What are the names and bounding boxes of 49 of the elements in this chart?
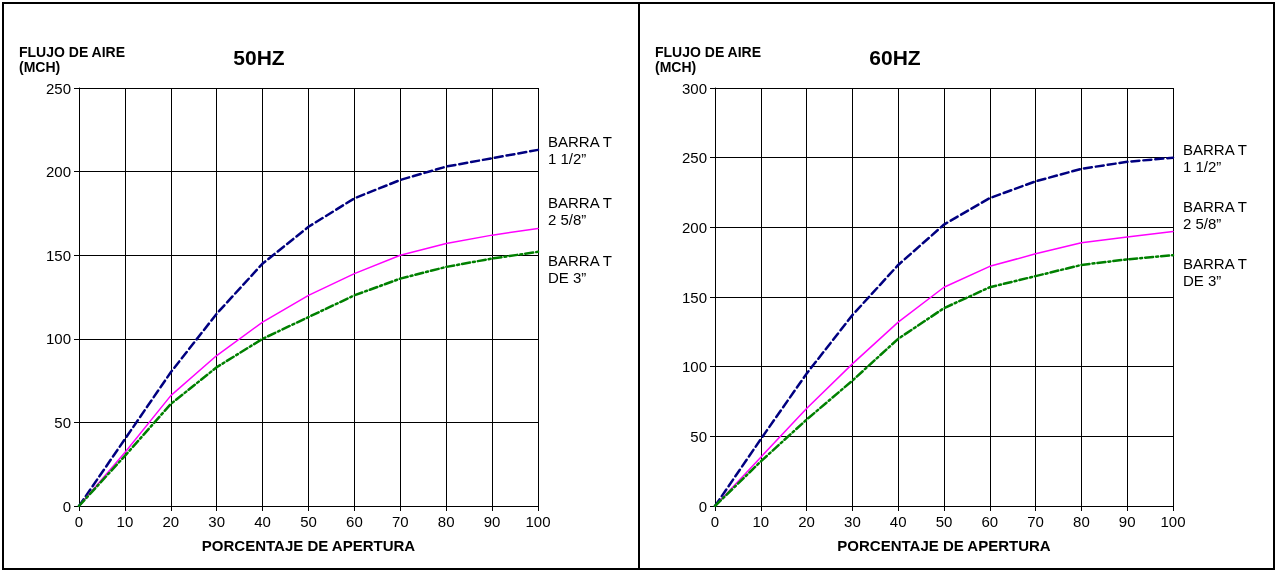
line-series: [77, 148, 540, 508]
line-series: [713, 156, 1175, 508]
x-tick-label: 30: [208, 513, 226, 530]
series-label: BARRA T 2 5/8”: [548, 194, 612, 229]
x-tick-label: 100: [1160, 513, 1186, 530]
x-axis-title: PORCENTAJE DE APERTURA: [201, 537, 416, 554]
y-axis-title: FLUJO DE AIRE (MCH): [19, 43, 126, 75]
y-tick-label: 0: [62, 497, 71, 515]
x-tick-label: 10: [116, 513, 134, 530]
series-label: BARRA T DE 3”: [1183, 255, 1247, 290]
y-tick-label: 50: [690, 427, 707, 445]
x-tick-label: 60: [346, 513, 363, 530]
series-label: BARRA T DE 3”: [548, 251, 612, 286]
x-tick-label: 60: [981, 513, 999, 530]
y-tick-label: 0: [698, 497, 707, 515]
x-tick-label: 70: [1027, 513, 1044, 530]
y-tick-label: 200: [45, 163, 71, 181]
x-tick-label: 80: [1073, 513, 1090, 530]
y-tick-label: 250: [681, 149, 707, 167]
x-tick-label: 40: [889, 513, 907, 530]
y-tick-label: 50: [54, 413, 71, 431]
x-tick-label: 20: [162, 513, 180, 530]
x-tick-label: 50: [935, 513, 953, 530]
y-tick-label: 200: [681, 218, 707, 236]
x-tick-label: 90: [1118, 513, 1136, 530]
x-tick-label: 0: [710, 513, 720, 530]
chart-title: 60HZ: [869, 46, 921, 69]
y-tick-label: 150: [45, 246, 71, 264]
x-tick-label: 40: [254, 513, 271, 530]
x-tick-label: 20: [798, 513, 815, 530]
series-label: BARRA T 1 1/2”: [548, 132, 612, 167]
y-tick-label: 150: [681, 288, 707, 306]
y-axis-title: FLUJO DE AIRE (MCH): [655, 43, 762, 75]
chart-title: 50HZ: [233, 46, 285, 69]
x-tick-label: 100: [525, 513, 551, 530]
y-tick-label: 300: [681, 79, 707, 97]
x-tick-label: 0: [74, 513, 84, 530]
series-label: BARRA T 2 5/8”: [1183, 197, 1247, 232]
x-tick-label: 50: [300, 513, 317, 530]
series-label: BARRA T 1 1/2”: [1183, 140, 1247, 175]
x-tick-label: 10: [752, 513, 770, 530]
y-tick-label: 100: [45, 330, 71, 348]
x-tick-label: 80: [437, 513, 455, 530]
y-tick-label: 100: [681, 358, 707, 376]
x-tick-label: 30: [844, 513, 861, 530]
x-tick-label: 90: [483, 513, 501, 530]
x-tick-label: 70: [391, 513, 409, 530]
y-tick-label: 250: [45, 79, 71, 97]
x-axis-title: PORCENTAJE DE APERTURA: [837, 537, 1051, 554]
